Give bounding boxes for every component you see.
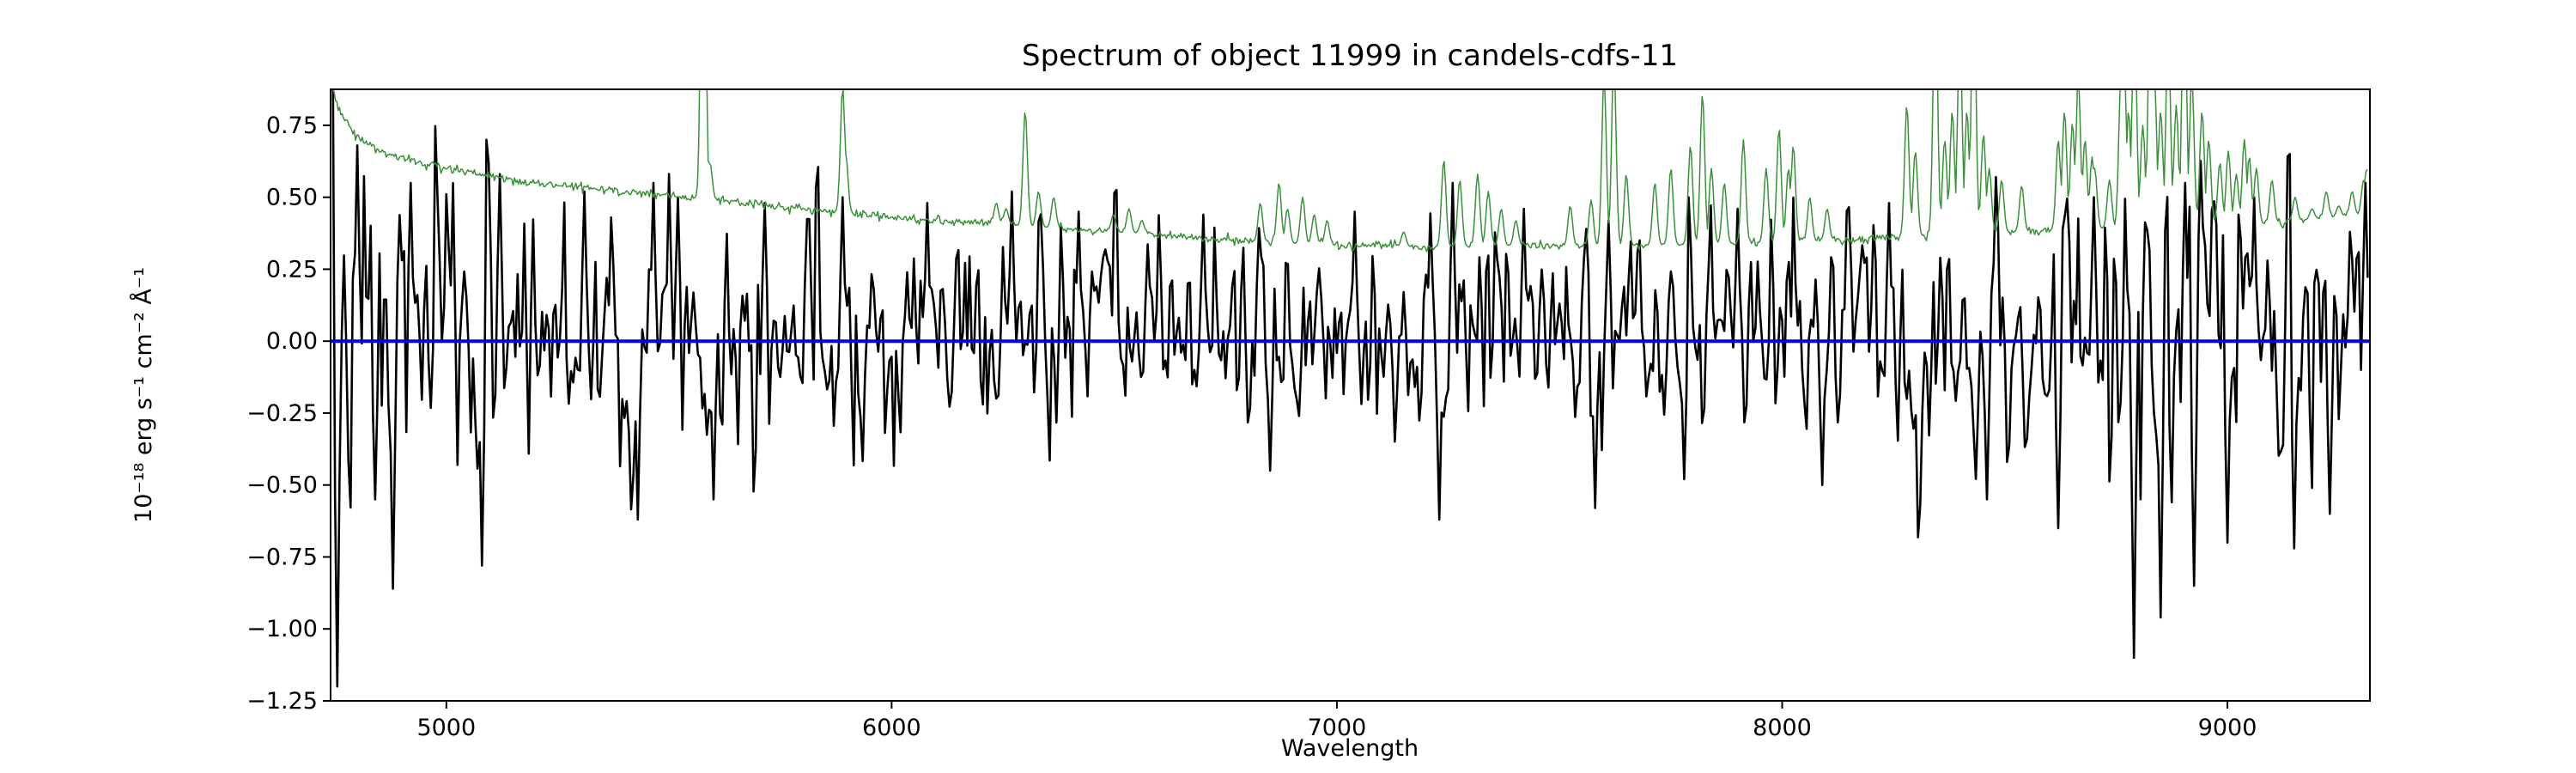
y-tick-label: −1.25	[246, 688, 318, 715]
y-tick-label: 0.00	[266, 328, 318, 355]
series-layer	[331, 89, 2370, 688]
flux-line	[331, 89, 2369, 688]
x-tick-label: 6000	[862, 715, 921, 741]
y-tick-label: −0.50	[246, 472, 318, 499]
y-tick-label: −0.75	[246, 544, 318, 570]
x-axis-label: Wavelength	[1281, 735, 1419, 762]
chart-title: Spectrum of object 11999 in candels-cdfs…	[1022, 39, 1678, 73]
y-tick-label: −0.25	[246, 400, 318, 427]
x-tick-label: 9000	[2198, 715, 2257, 741]
axes-spines	[330, 88, 2371, 702]
y-tick-label: 0.75	[266, 113, 318, 139]
y-tick-label: 0.25	[266, 256, 318, 283]
y-tick-label: −1.00	[246, 616, 318, 642]
y-axis-label: 10⁻¹⁸ erg s⁻¹ cm⁻² Å⁻¹	[130, 267, 157, 523]
noise-line	[331, 89, 2368, 253]
x-tick-label: 8000	[1753, 715, 1812, 741]
x-tick-label: 7000	[1308, 715, 1367, 741]
y-tick-label: 0.50	[266, 185, 318, 211]
axes-layer: 5000 6000 7000 8000 9000 0.75 0.50 0.25 0.00 −0.2…	[246, 88, 2371, 741]
x-tick-label: 5000	[416, 715, 476, 741]
